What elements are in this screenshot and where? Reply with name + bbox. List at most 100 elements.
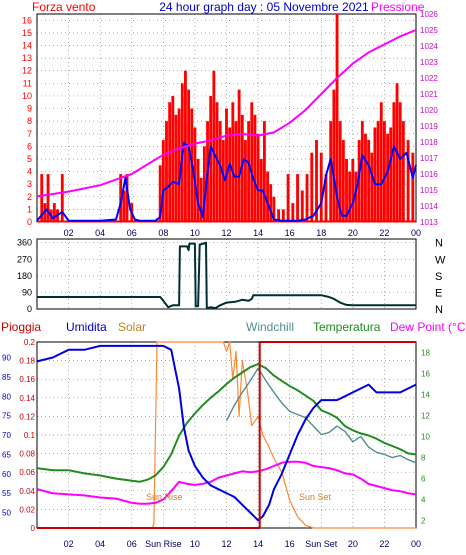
- climate-x-tick-label: 10: [190, 539, 200, 549]
- wind-avg-line: [36, 141, 417, 222]
- humidity-tick-label: 85: [2, 373, 11, 382]
- wind-gust-bar: [364, 133, 367, 222]
- wind-gust-bar: [215, 102, 219, 222]
- compass-label: W: [435, 254, 446, 266]
- wind-gust-bar: [406, 140, 410, 222]
- humidity-label: Umidita: [66, 320, 107, 334]
- pressure-tick-label: 1018: [420, 138, 438, 147]
- climate-x-tick-label: 12: [221, 539, 231, 549]
- dewpoint-line: [36, 460, 417, 505]
- rain-tick-label: 0.12: [19, 412, 35, 421]
- wind-gust-bar: [277, 209, 281, 222]
- dewpoint-label: Dew Point (°C): [390, 320, 466, 334]
- wind-x-tick-label: 10: [190, 228, 200, 238]
- wind-gust-bar: [373, 127, 377, 222]
- compass-label: S: [435, 271, 442, 283]
- wind-x-tick-label: 06: [127, 228, 137, 238]
- compass-label: E: [435, 287, 442, 299]
- temperature-tick-label: 6: [421, 475, 426, 484]
- pressure-tick-label: 1026: [420, 10, 438, 19]
- wind-gust-bar: [370, 152, 374, 222]
- rain-tick-label: 0.04: [19, 487, 35, 496]
- wind-tick-label: 3: [27, 179, 32, 189]
- direction-line: [37, 241, 416, 310]
- rain-tick-label: 0.1: [24, 431, 36, 440]
- wind-gust-bar: [319, 152, 323, 222]
- pressure-tick-label: 1023: [420, 58, 438, 67]
- wind-x-tick-label: 12: [221, 228, 231, 238]
- wind-gust-bar: [392, 102, 396, 222]
- wind-x-tick-label: 18: [316, 228, 326, 238]
- wind-gust-bar: [357, 140, 361, 222]
- temperature-tick-label: 12: [421, 412, 430, 421]
- wind-gust-bar: [256, 133, 260, 222]
- wind-gust-bar: [338, 121, 342, 222]
- wind-tick-label: 4: [27, 167, 32, 177]
- pressure-tick-label: 1017: [420, 154, 438, 163]
- rain-label: Pioggia: [1, 320, 41, 334]
- temperature-tick-label: 16: [421, 370, 430, 379]
- pressure-tick-label: 1015: [420, 186, 438, 195]
- temperature-tick-label: 18: [421, 349, 430, 358]
- windchill-line: [225, 367, 417, 464]
- wind-gust-bar: [332, 89, 336, 223]
- temperature-label: Temperatura: [313, 320, 381, 334]
- humidity-line: [36, 344, 417, 522]
- wind-gust-bar: [122, 190, 126, 222]
- wind-gust-bar: [266, 171, 269, 222]
- wind-gust-bar: [386, 133, 389, 222]
- temperature-tick-label: 14: [421, 391, 430, 400]
- wind-gust-bar: [46, 174, 50, 222]
- wind-gust-bar: [234, 121, 238, 222]
- direction-tick-label: 180: [17, 271, 32, 281]
- wind-gust-bar: [329, 121, 333, 222]
- humidity-tick-label: 65: [2, 450, 11, 459]
- wind-gust-bar: [218, 121, 222, 222]
- temperature-tick-label: 4: [421, 496, 426, 505]
- rain-tick-label: 0.16: [19, 375, 35, 384]
- temperature-line: [36, 363, 417, 483]
- wind-gust-bar: [401, 121, 405, 222]
- wind-gust-bar: [348, 171, 352, 222]
- wind-gust-bar: [286, 174, 290, 222]
- wind-gust-bar: [174, 114, 178, 222]
- wind-tick-label: 8: [27, 116, 32, 126]
- direction-tick-label: 90: [22, 287, 32, 297]
- humidity-tick-label: 50: [2, 509, 11, 518]
- humidity-tick-label: 90: [2, 354, 11, 363]
- wind-gust-bar: [244, 140, 247, 222]
- rain-tick-label: 0.18: [19, 357, 35, 366]
- wind-gust-bar: [168, 102, 172, 222]
- climate-x-tick-label: 02: [64, 539, 74, 549]
- humidity-tick-label: 80: [2, 392, 11, 401]
- wind-gust-bar: [60, 174, 64, 222]
- windchill-label: Windchill: [246, 320, 294, 334]
- wind-gust-bar: [272, 196, 276, 222]
- solar-line: [37, 341, 416, 529]
- wind-tick-label: 2: [27, 192, 32, 202]
- direction-tick-label: 0: [27, 304, 32, 314]
- wind-gust-bar: [125, 174, 129, 222]
- pressure-tick-label: 1021: [420, 90, 438, 99]
- wind-x-tick-label: 00: [411, 228, 421, 238]
- wind-gust-bar: [262, 121, 266, 222]
- wind-tick-label: 16: [22, 15, 32, 25]
- rain-tick-label: 0.08: [19, 450, 35, 459]
- wind-gust-bar: [367, 140, 371, 222]
- wind-gust-bar: [389, 127, 393, 222]
- humidity-tick-label: 60: [2, 470, 11, 479]
- text-layer: Forza vento 24 hour graph day : 05 Novem…: [1, 0, 466, 502]
- wind-x-tick-label: 22: [379, 228, 389, 238]
- wind-tick-label: 9: [27, 104, 32, 114]
- temperature-tick-label: 8: [421, 454, 426, 463]
- wind-tick-label: 13: [22, 53, 32, 63]
- wind-gust-bar: [351, 158, 355, 222]
- graph-title: 24 hour graph day : 05 Novembre 2021: [159, 0, 369, 14]
- rain-tick-label: 0.06: [19, 468, 35, 477]
- rain-humidity-temperature-panel: 0 0.02 0.04 0.06 0.08 0.1 0.12 0.14 0.16 0.18 0.2 5…: [2, 338, 430, 549]
- wind-tick-label: 6: [27, 141, 32, 151]
- wind-gust-bar: [187, 89, 191, 223]
- wind-gust-bar: [300, 190, 304, 222]
